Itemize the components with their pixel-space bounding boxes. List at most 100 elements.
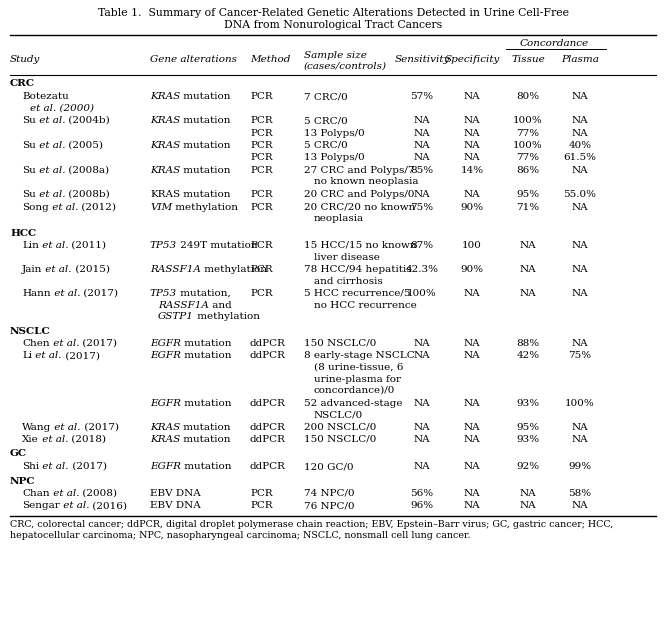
- Text: Song: Song: [22, 203, 49, 211]
- Text: PCR: PCR: [250, 289, 272, 298]
- Text: (2017): (2017): [69, 462, 107, 471]
- Text: NA: NA: [464, 339, 480, 348]
- Text: NSCLC/0: NSCLC/0: [314, 410, 363, 419]
- Text: PCR: PCR: [250, 241, 272, 250]
- Text: Su: Su: [22, 141, 36, 150]
- Text: 61.5%: 61.5%: [563, 153, 597, 162]
- Text: 27 CRC and Polyps/7: 27 CRC and Polyps/7: [304, 166, 414, 175]
- Text: mutation,: mutation,: [177, 289, 231, 298]
- Text: ddPCR: ddPCR: [250, 399, 286, 408]
- Text: Tissue: Tissue: [511, 55, 545, 65]
- Text: methylation: methylation: [172, 203, 238, 211]
- Text: mutation: mutation: [180, 190, 230, 199]
- Text: NA: NA: [571, 128, 588, 138]
- Text: et al.: et al.: [43, 265, 72, 274]
- Text: PCR: PCR: [250, 141, 272, 150]
- Text: KRAS: KRAS: [150, 190, 180, 199]
- Text: et al.: et al.: [36, 116, 65, 125]
- Text: NA: NA: [414, 435, 430, 444]
- Text: KRAS: KRAS: [150, 116, 180, 125]
- Text: NA: NA: [571, 501, 588, 511]
- Text: 77%: 77%: [516, 128, 539, 138]
- Text: 86%: 86%: [516, 166, 539, 175]
- Text: TP53: TP53: [150, 289, 177, 298]
- Text: CRC, colorectal cancer; ddPCR, digital droplet polymerase chain reaction; EBV, E: CRC, colorectal cancer; ddPCR, digital d…: [10, 520, 613, 529]
- Text: Sengar: Sengar: [22, 501, 60, 511]
- Text: methylation: methylation: [201, 265, 267, 274]
- Text: NA: NA: [414, 423, 430, 431]
- Text: methylation: methylation: [194, 312, 260, 321]
- Text: 5 CRC/0: 5 CRC/0: [304, 141, 348, 150]
- Text: NA: NA: [464, 116, 480, 125]
- Text: et al.: et al.: [39, 462, 69, 471]
- Text: (2011): (2011): [69, 241, 107, 250]
- Text: 56%: 56%: [410, 489, 434, 498]
- Text: (2008a): (2008a): [65, 166, 109, 175]
- Text: NA: NA: [464, 462, 480, 471]
- Text: et al.: et al.: [49, 203, 78, 211]
- Text: NA: NA: [571, 241, 588, 250]
- Text: NA: NA: [464, 190, 480, 199]
- Text: PCR: PCR: [250, 153, 272, 162]
- Text: 200 NSCLC/0: 200 NSCLC/0: [304, 423, 376, 431]
- Text: NA: NA: [464, 489, 480, 498]
- Text: 95%: 95%: [516, 190, 539, 199]
- Text: NA: NA: [571, 116, 588, 125]
- Text: 20 CRC/20 no known: 20 CRC/20 no known: [304, 203, 416, 211]
- Text: (2018): (2018): [68, 435, 107, 444]
- Text: 78 HCC/94 hepatitis: 78 HCC/94 hepatitis: [304, 265, 412, 274]
- Text: PCR: PCR: [250, 166, 272, 175]
- Text: et al.: et al.: [51, 289, 80, 298]
- Text: RASSF1A: RASSF1A: [150, 265, 201, 274]
- Text: Lin: Lin: [22, 241, 39, 250]
- Text: et al.: et al.: [36, 190, 65, 199]
- Text: DNA from Nonurological Tract Cancers: DNA from Nonurological Tract Cancers: [224, 19, 442, 30]
- Text: NA: NA: [464, 153, 480, 162]
- Text: EGFR: EGFR: [150, 462, 181, 471]
- Text: and: and: [209, 301, 232, 309]
- Text: et al.: et al.: [39, 241, 69, 250]
- Text: ddPCR: ddPCR: [250, 435, 286, 444]
- Text: 100%: 100%: [513, 116, 543, 125]
- Text: NA: NA: [464, 423, 480, 431]
- Text: (2017): (2017): [62, 352, 100, 360]
- Text: 13 Polyps/0: 13 Polyps/0: [304, 153, 365, 162]
- Text: et al.: et al.: [39, 435, 68, 444]
- Text: liver disease: liver disease: [314, 252, 380, 262]
- Text: NA: NA: [519, 501, 536, 511]
- Text: EBV DNA: EBV DNA: [150, 501, 200, 511]
- Text: 55.0%: 55.0%: [563, 190, 597, 199]
- Text: Li: Li: [22, 352, 32, 360]
- Text: mutation: mutation: [180, 435, 230, 444]
- Text: VIM: VIM: [150, 203, 172, 211]
- Text: et al.: et al.: [32, 352, 62, 360]
- Text: 75%: 75%: [569, 352, 591, 360]
- Text: Study: Study: [10, 55, 41, 65]
- Text: 150 NSCLC/0: 150 NSCLC/0: [304, 435, 376, 444]
- Text: 20 CRC and Polyps/0: 20 CRC and Polyps/0: [304, 190, 414, 199]
- Text: Specificity: Specificity: [444, 55, 500, 65]
- Text: PCR: PCR: [250, 116, 272, 125]
- Text: mutation: mutation: [180, 92, 230, 101]
- Text: no HCC recurrence: no HCC recurrence: [314, 301, 417, 309]
- Text: 90%: 90%: [460, 203, 484, 211]
- Text: 92%: 92%: [516, 462, 539, 471]
- Text: NA: NA: [571, 166, 588, 175]
- Text: NPC: NPC: [10, 477, 35, 486]
- Text: 77%: 77%: [516, 153, 539, 162]
- Text: EGFR: EGFR: [150, 399, 181, 408]
- Text: 7 CRC/0: 7 CRC/0: [304, 92, 348, 101]
- Text: NA: NA: [571, 265, 588, 274]
- Text: NA: NA: [464, 501, 480, 511]
- Text: 40%: 40%: [569, 141, 591, 150]
- Text: NA: NA: [414, 399, 430, 408]
- Text: ddPCR: ddPCR: [250, 423, 286, 431]
- Text: NA: NA: [519, 289, 536, 298]
- Text: Sensitivity: Sensitivity: [394, 55, 450, 65]
- Text: (2005): (2005): [65, 141, 103, 150]
- Text: NA: NA: [464, 128, 480, 138]
- Text: mutation: mutation: [181, 352, 232, 360]
- Text: NA: NA: [571, 289, 588, 298]
- Text: 42%: 42%: [516, 352, 539, 360]
- Text: 52 advanced-stage: 52 advanced-stage: [304, 399, 402, 408]
